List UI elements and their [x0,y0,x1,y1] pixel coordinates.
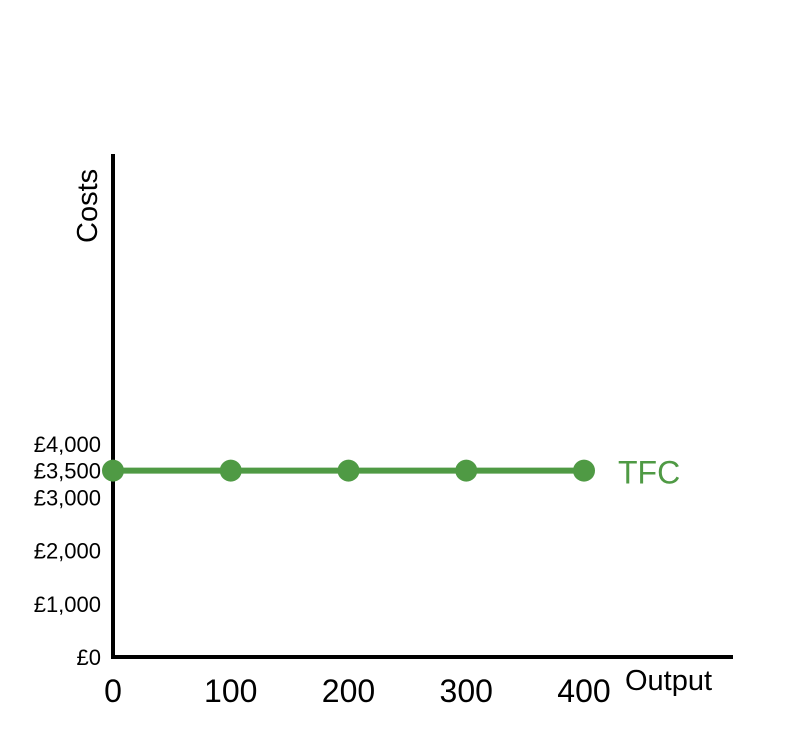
data-point [455,459,478,482]
y-tick-label: £4,000 [34,432,101,457]
y-axis-title: Costs [72,169,104,243]
x-tick-label: 200 [322,673,375,709]
x-tick-label: 300 [440,673,493,709]
series-layer: TFC [102,455,680,491]
data-point [573,459,595,482]
x-tick-label: 400 [557,673,610,709]
data-point [102,459,124,482]
x-tick-label: 100 [204,673,257,709]
x-tick-labels: 0 100 200 300 400 [104,673,611,709]
data-point [337,459,360,482]
y-tick-label: £0 [77,645,101,670]
y-tick-labels: £0 £1,000 £2,000 £3,000£3,500£4,000 [34,432,101,670]
y-tick-label: £3,000 [34,485,101,510]
series-label: TFC [618,455,680,491]
x-tick-label: 0 [104,673,122,709]
x-axis-title: Output [625,665,712,697]
y-tick-label: £1,000 [34,592,101,617]
data-point [219,459,242,482]
y-tick-label: £2,000 [34,539,101,564]
y-tick-label: £3,500 [34,459,101,484]
